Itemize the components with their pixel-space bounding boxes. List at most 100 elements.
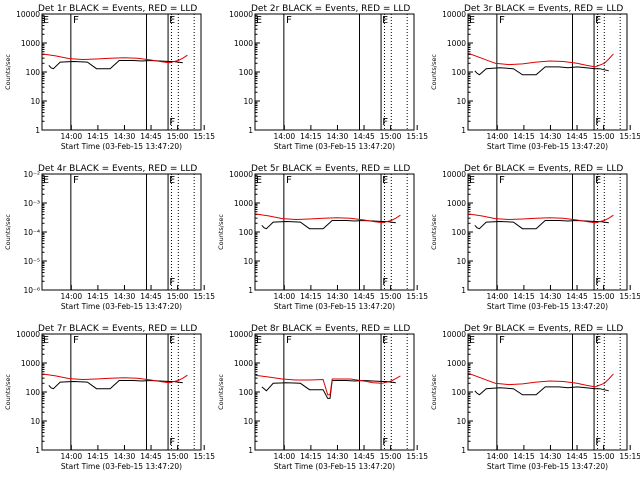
flag-marker: F	[382, 437, 388, 448]
y-axis-label: Counts/sec	[217, 214, 225, 250]
panel-det-3: Det 3r BLACK = Events, RED = LLD 1 10 100 10…	[430, 4, 640, 151]
flag-marker: F	[73, 175, 79, 186]
panel-title: Det 9r BLACK = Events, RED = LLD	[464, 324, 623, 334]
flag-marker: F	[595, 277, 601, 288]
x-tick-label: 14:30	[327, 132, 349, 141]
x-tick-label: 14:15	[513, 452, 535, 461]
panel-det-1: Det 1r BLACK = Events, RED = LLD 1 10 100 10…	[4, 4, 215, 151]
x-tick-label: 14:30	[540, 452, 562, 461]
flag-marker: F	[499, 175, 505, 186]
x-tick-label: 14:15	[513, 132, 535, 141]
x-tick-label: 14:15	[87, 132, 109, 141]
plot-frame	[254, 333, 415, 451]
y-tick-label: 1000	[234, 39, 253, 48]
x-tick-label: 14:45	[140, 292, 162, 301]
flag-marker: E	[469, 175, 475, 186]
flag-marker: F	[499, 15, 505, 26]
flag-marker: F	[73, 335, 79, 346]
y-tick-label: 1	[248, 126, 253, 135]
x-tick-label: 15:15	[193, 132, 215, 141]
y-tick-label: 1	[461, 286, 466, 295]
events-series-line	[48, 59, 183, 70]
x-tick-label: 14:30	[114, 292, 136, 301]
panel-title: Det 6r BLACK = Events, RED = LLD	[464, 164, 623, 174]
plot-frame	[467, 333, 628, 451]
x-tick-label: 14:15	[300, 452, 322, 461]
y-tick-label: 1000	[234, 199, 253, 208]
y-tick-label: 100	[26, 68, 41, 77]
y-tick-label: 1	[35, 126, 40, 135]
events-series-line	[474, 66, 609, 76]
y-tick-label: 10⁻⁵	[23, 257, 40, 266]
y-tick-label: 100	[239, 228, 254, 237]
x-tick-label: 14:00	[274, 452, 296, 461]
flag-marker: E	[469, 15, 475, 26]
panel-det-6: Det 6r BLACK = Events, RED = LLD 1 10 100 10…	[430, 164, 640, 311]
y-tick-label: 10	[30, 417, 40, 426]
y-tick-label: 1000	[447, 39, 466, 48]
x-tick-label: 14:30	[327, 452, 349, 461]
y-axis-label: Counts/sec	[217, 374, 225, 410]
panel-title: Det 7r BLACK = Events, RED = LLD	[38, 324, 197, 334]
y-tick-label: 10	[243, 257, 253, 266]
flag-marker: F	[382, 117, 388, 128]
y-axis-label: Counts/sec	[4, 214, 12, 250]
x-axis-label: Start Time (03-Feb-15 13:47:20)	[487, 302, 608, 311]
y-tick-label: 10	[30, 97, 40, 106]
y-tick-label: 10	[456, 257, 466, 266]
y-tick-label: 1	[35, 446, 40, 455]
panel-det-9: Det 9r BLACK = Events, RED = LLD 1 10 100 10…	[430, 324, 640, 471]
panel-title: Det 5r BLACK = Events, RED = LLD	[251, 164, 410, 174]
x-tick-label: 15:15	[406, 132, 428, 141]
flag-marker: F	[73, 15, 79, 26]
x-tick-label: 15:00	[593, 292, 615, 301]
flag-marker: F	[169, 437, 175, 448]
flag-marker: F	[169, 117, 175, 128]
x-tick-label: 14:45	[140, 132, 162, 141]
panel-title: Det 1r BLACK = Events, RED = LLD	[38, 4, 197, 14]
y-tick-label: 10000	[442, 330, 466, 339]
lld-series-line	[254, 213, 401, 224]
x-tick-label: 14:30	[114, 132, 136, 141]
x-tick-label: 14:00	[61, 292, 83, 301]
x-tick-label: 14:00	[274, 132, 296, 141]
y-tick-label: 10⁻²	[23, 170, 40, 179]
x-tick-label: 15:00	[380, 132, 402, 141]
y-tick-label: 10000	[16, 10, 40, 19]
x-tick-label: 14:45	[140, 452, 162, 461]
panel-det-4: Det 4r BLACK = Events, RED = LLD 10⁻⁶ 10⁻⁵…	[4, 164, 215, 311]
x-axis-label: Start Time (03-Feb-15 13:47:20)	[61, 142, 182, 151]
x-tick-label: 14:45	[353, 452, 375, 461]
events-series-line	[474, 386, 609, 396]
x-tick-label: 14:00	[487, 292, 509, 301]
plot-frame	[467, 13, 628, 131]
x-tick-label: 14:30	[114, 452, 136, 461]
flag-marker: F	[595, 117, 601, 128]
x-tick-label: 14:00	[274, 292, 296, 301]
y-tick-label: 100	[452, 388, 467, 397]
x-tick-label: 14:15	[87, 292, 109, 301]
y-tick-label: 100	[452, 228, 467, 237]
plot-frame	[41, 173, 202, 291]
x-tick-label: 15:00	[167, 292, 189, 301]
y-tick-label: 1	[248, 286, 253, 295]
flag-marker: F	[169, 277, 175, 288]
events-series-line	[261, 379, 396, 399]
plot-frame	[41, 13, 202, 131]
panel-title: Det 2r BLACK = Events, RED = LLD	[251, 4, 410, 14]
x-tick-label: 14:00	[487, 132, 509, 141]
y-tick-label: 1	[461, 126, 466, 135]
x-tick-label: 14:45	[353, 132, 375, 141]
x-tick-label: 14:30	[540, 132, 562, 141]
x-tick-label: 14:15	[513, 292, 535, 301]
lld-series-line	[41, 53, 188, 64]
flag-marker: E	[382, 335, 388, 346]
x-tick-label: 14:00	[61, 132, 83, 141]
flag-marker: E	[169, 175, 175, 186]
x-tick-label: 15:15	[619, 132, 640, 141]
panel-title: Det 8r BLACK = Events, RED = LLD	[251, 324, 410, 334]
panel-det-5: Det 5r BLACK = Events, RED = LLD 1 10 100 10…	[217, 164, 428, 311]
panel-title: Det 3r BLACK = Events, RED = LLD	[464, 4, 623, 14]
y-axis-label: Counts/sec	[430, 374, 438, 410]
